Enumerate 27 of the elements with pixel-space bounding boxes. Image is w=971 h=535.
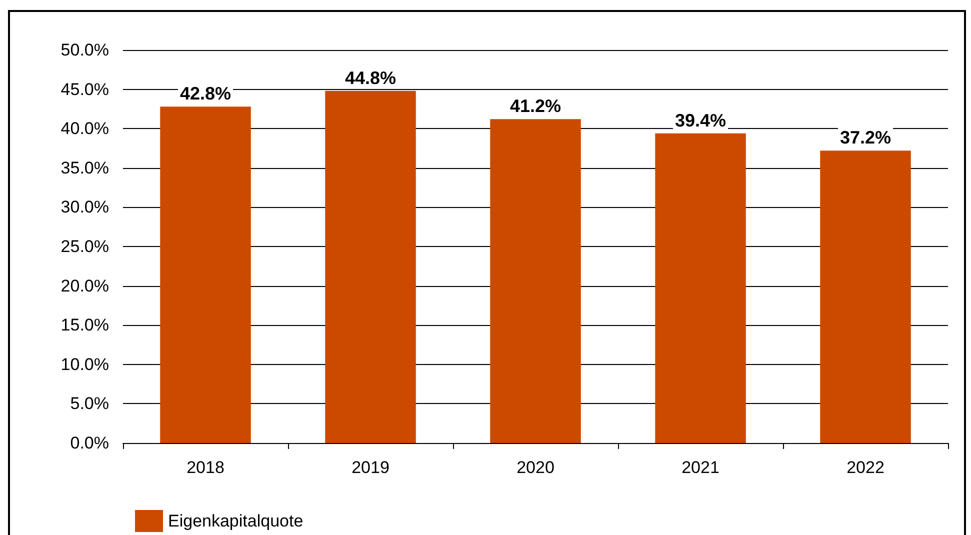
y-tick-label: 25.0% [60,237,109,256]
y-tick-label: 45.0% [60,80,109,99]
bar [655,133,746,443]
x-tick-label: 2019 [352,458,390,477]
y-tick-label: 5.0% [70,394,109,414]
data-label: 44.8% [344,68,396,88]
y-tick-label: 40.0% [60,119,109,138]
data-label: 42.8% [180,84,232,104]
y-tick-label: 15.0% [60,316,109,335]
y-tick-label: 30.0% [60,198,109,217]
y-tick-label: 20.0% [60,276,109,296]
bar [490,119,581,443]
bar [325,90,416,443]
y-tick-label: 35.0% [60,158,109,178]
x-tick-label: 2022 [846,458,884,477]
data-label: 39.4% [674,110,726,130]
data-label: 37.2% [840,128,892,148]
x-tick-label: 2018 [186,458,224,477]
x-tick-label: 2020 [516,458,554,477]
x-tick-label: 2021 [682,458,720,477]
bar [160,106,251,443]
legend-label: Eigenkapitalquote [168,512,304,530]
y-tick-label: 10.0% [60,354,109,374]
bar [820,150,911,443]
y-tick-label: 0.0% [70,434,109,452]
y-tick-label: 50.0% [60,40,109,60]
data-label: 41.2% [510,96,562,116]
